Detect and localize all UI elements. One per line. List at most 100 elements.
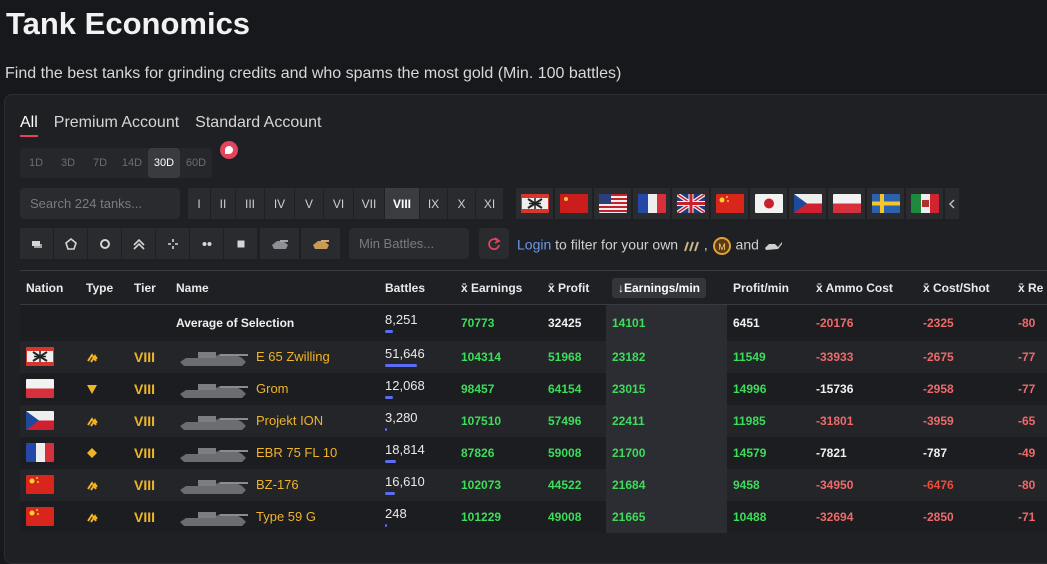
table-header-row: Nation Type Tier Name Battles x̄ Earning… [20,270,1047,305]
name-cell[interactable]: Projekt ION [170,404,379,437]
reset-filters-button[interactable] [479,228,509,259]
period-14d[interactable]: 14D [121,157,143,169]
type-td-button[interactable] [156,228,189,259]
period-3d[interactable]: 3D [60,157,76,169]
table-row[interactable]: VIII Grom 12,068 98457 64154 23015 14996 -15736… [20,372,1047,405]
tier-vii-button[interactable]: VII [354,188,384,219]
tech-tree-filter-button[interactable] [260,228,299,259]
nation-ussr-button[interactable] [555,188,592,219]
average-ammo-cost: -20176 [810,304,917,341]
tank-name: EBR 75 FL 10 [256,445,338,460]
login-hint-sep: , [703,236,708,253]
nation-usa-button[interactable] [594,188,631,219]
period-1d[interactable]: 1D [28,157,44,169]
period-7d[interactable]: 7D [92,157,108,169]
col-nation[interactable]: Nation [20,270,80,305]
tier-iv-button[interactable]: IV [265,188,294,219]
tier-vi-button[interactable]: VI [324,188,353,219]
uk-flag-icon [676,194,705,213]
czech-flag-icon [793,194,822,213]
min-battles-input[interactable] [349,228,469,259]
japan-flag-icon [754,194,783,213]
earnings-cell: 87826 [455,436,542,469]
type-cell [80,500,128,533]
col-re[interactable]: x̄ Re [1012,270,1047,305]
page-title: Tank Economics [6,6,251,41]
col-battles[interactable]: Battles [379,270,455,305]
table-row[interactable]: VIII EBR 75 FL 10 18,814 87826 59008 21700 145… [20,436,1047,469]
ammo-cost-cell: -33933 [810,340,917,373]
nation-france-button[interactable] [633,188,670,219]
type-all-button[interactable] [224,228,257,259]
tank-image-icon [180,351,248,366]
ammo-cost-cell: -34950 [810,468,917,501]
nation-czech-button[interactable] [789,188,826,219]
tier-xi-button[interactable]: XI [476,188,503,219]
nation-japan-button[interactable] [750,188,787,219]
china-flag-icon [26,475,54,494]
tier-v-button[interactable]: V [295,188,323,219]
battles-value: 12,068 [385,378,425,393]
col-profit[interactable]: x̄ Profit [542,270,606,305]
login-link[interactable]: Login [517,236,552,253]
tier-i-button[interactable]: I [188,188,210,219]
nation-sweden-button[interactable] [867,188,904,219]
tab-all[interactable]: All [20,114,38,137]
nation-italy-button[interactable] [906,188,943,219]
table-row[interactable]: VIII E 65 Zwilling 51,646 104314 51968 23182 1… [20,340,1047,373]
name-cell[interactable]: EBR 75 FL 10 [170,436,379,469]
type-medium-button[interactable] [88,228,121,259]
table-row[interactable]: VIII Projekt ION 3,280 107510 57496 22411 1198… [20,404,1047,437]
earnings-per-min-cell: 21665 [606,500,727,533]
name-cell[interactable]: Grom [170,372,379,405]
nation-china-button[interactable] [711,188,748,219]
type-heavy-button[interactable] [54,228,87,259]
period-30d[interactable]: 30D [148,148,180,178]
col-type[interactable]: Type [80,270,128,305]
tier-viii-button[interactable]: VIII [385,188,419,219]
average-battles-value: 8,251 [385,312,418,328]
table-row[interactable]: VIII Type 59 G 248 101229 49008 21665 10488 -32… [20,500,1047,533]
name-cell[interactable]: BZ-176 [170,468,379,501]
type-wheeled-button[interactable] [190,228,223,259]
table-row[interactable]: VIII BZ-176 16,610 102073 44522 21684 9458 -349… [20,468,1047,501]
name-cell[interactable]: E 65 Zwilling [170,340,379,373]
tank-image-icon [180,447,248,462]
nation-cell [20,340,80,373]
col-earnings[interactable]: x̄ Earnings [455,270,542,305]
light-type-icon [87,447,97,458]
medium-type-icon [87,480,98,491]
col-cost-per-shot[interactable]: x̄ Cost/Shot [917,270,1012,305]
tab-standard-account[interactable]: Standard Account [195,114,322,131]
nation-cell [20,372,80,405]
usa-flag-icon [598,194,627,213]
tier-cell: VIII [128,340,170,373]
nation-poland-button[interactable] [828,188,865,219]
type-spg-button[interactable] [20,228,53,259]
tier-ii-button[interactable]: II [211,188,235,219]
tier-x-button[interactable]: X [448,188,475,219]
medium-type-icon [87,416,98,427]
tier-iii-button[interactable]: III [236,188,264,219]
col-name[interactable]: Name [170,270,379,305]
nation-uk-button[interactable] [672,188,709,219]
col-earnings-per-min[interactable]: ↓Earnings/min [606,270,727,305]
square-type-icon [237,240,244,247]
nation-germany-button[interactable] [516,188,553,219]
tab-premium-account[interactable]: Premium Account [53,114,180,131]
battles-value: 16,610 [385,474,425,489]
tier-ix-button[interactable]: IX [420,188,447,219]
premium-filter-button[interactable] [301,228,340,259]
col-profit-per-min[interactable]: Profit/min [727,270,810,305]
profit-cell: 64154 [542,372,606,405]
period-60d[interactable]: 60D [185,157,207,169]
col-tier[interactable]: Tier [128,270,170,305]
tank-search-input[interactable] [20,188,180,219]
col-ammo-cost[interactable]: x̄ Ammo Cost [810,270,917,305]
type-light-button[interactable] [122,228,155,259]
nation-more-button[interactable] [945,188,959,219]
name-cell[interactable]: Type 59 G [170,500,379,533]
profit-cell: 44522 [542,468,606,501]
account-tabs: All Premium Account Standard Account [20,114,321,137]
premium-tank-icon [312,239,329,249]
